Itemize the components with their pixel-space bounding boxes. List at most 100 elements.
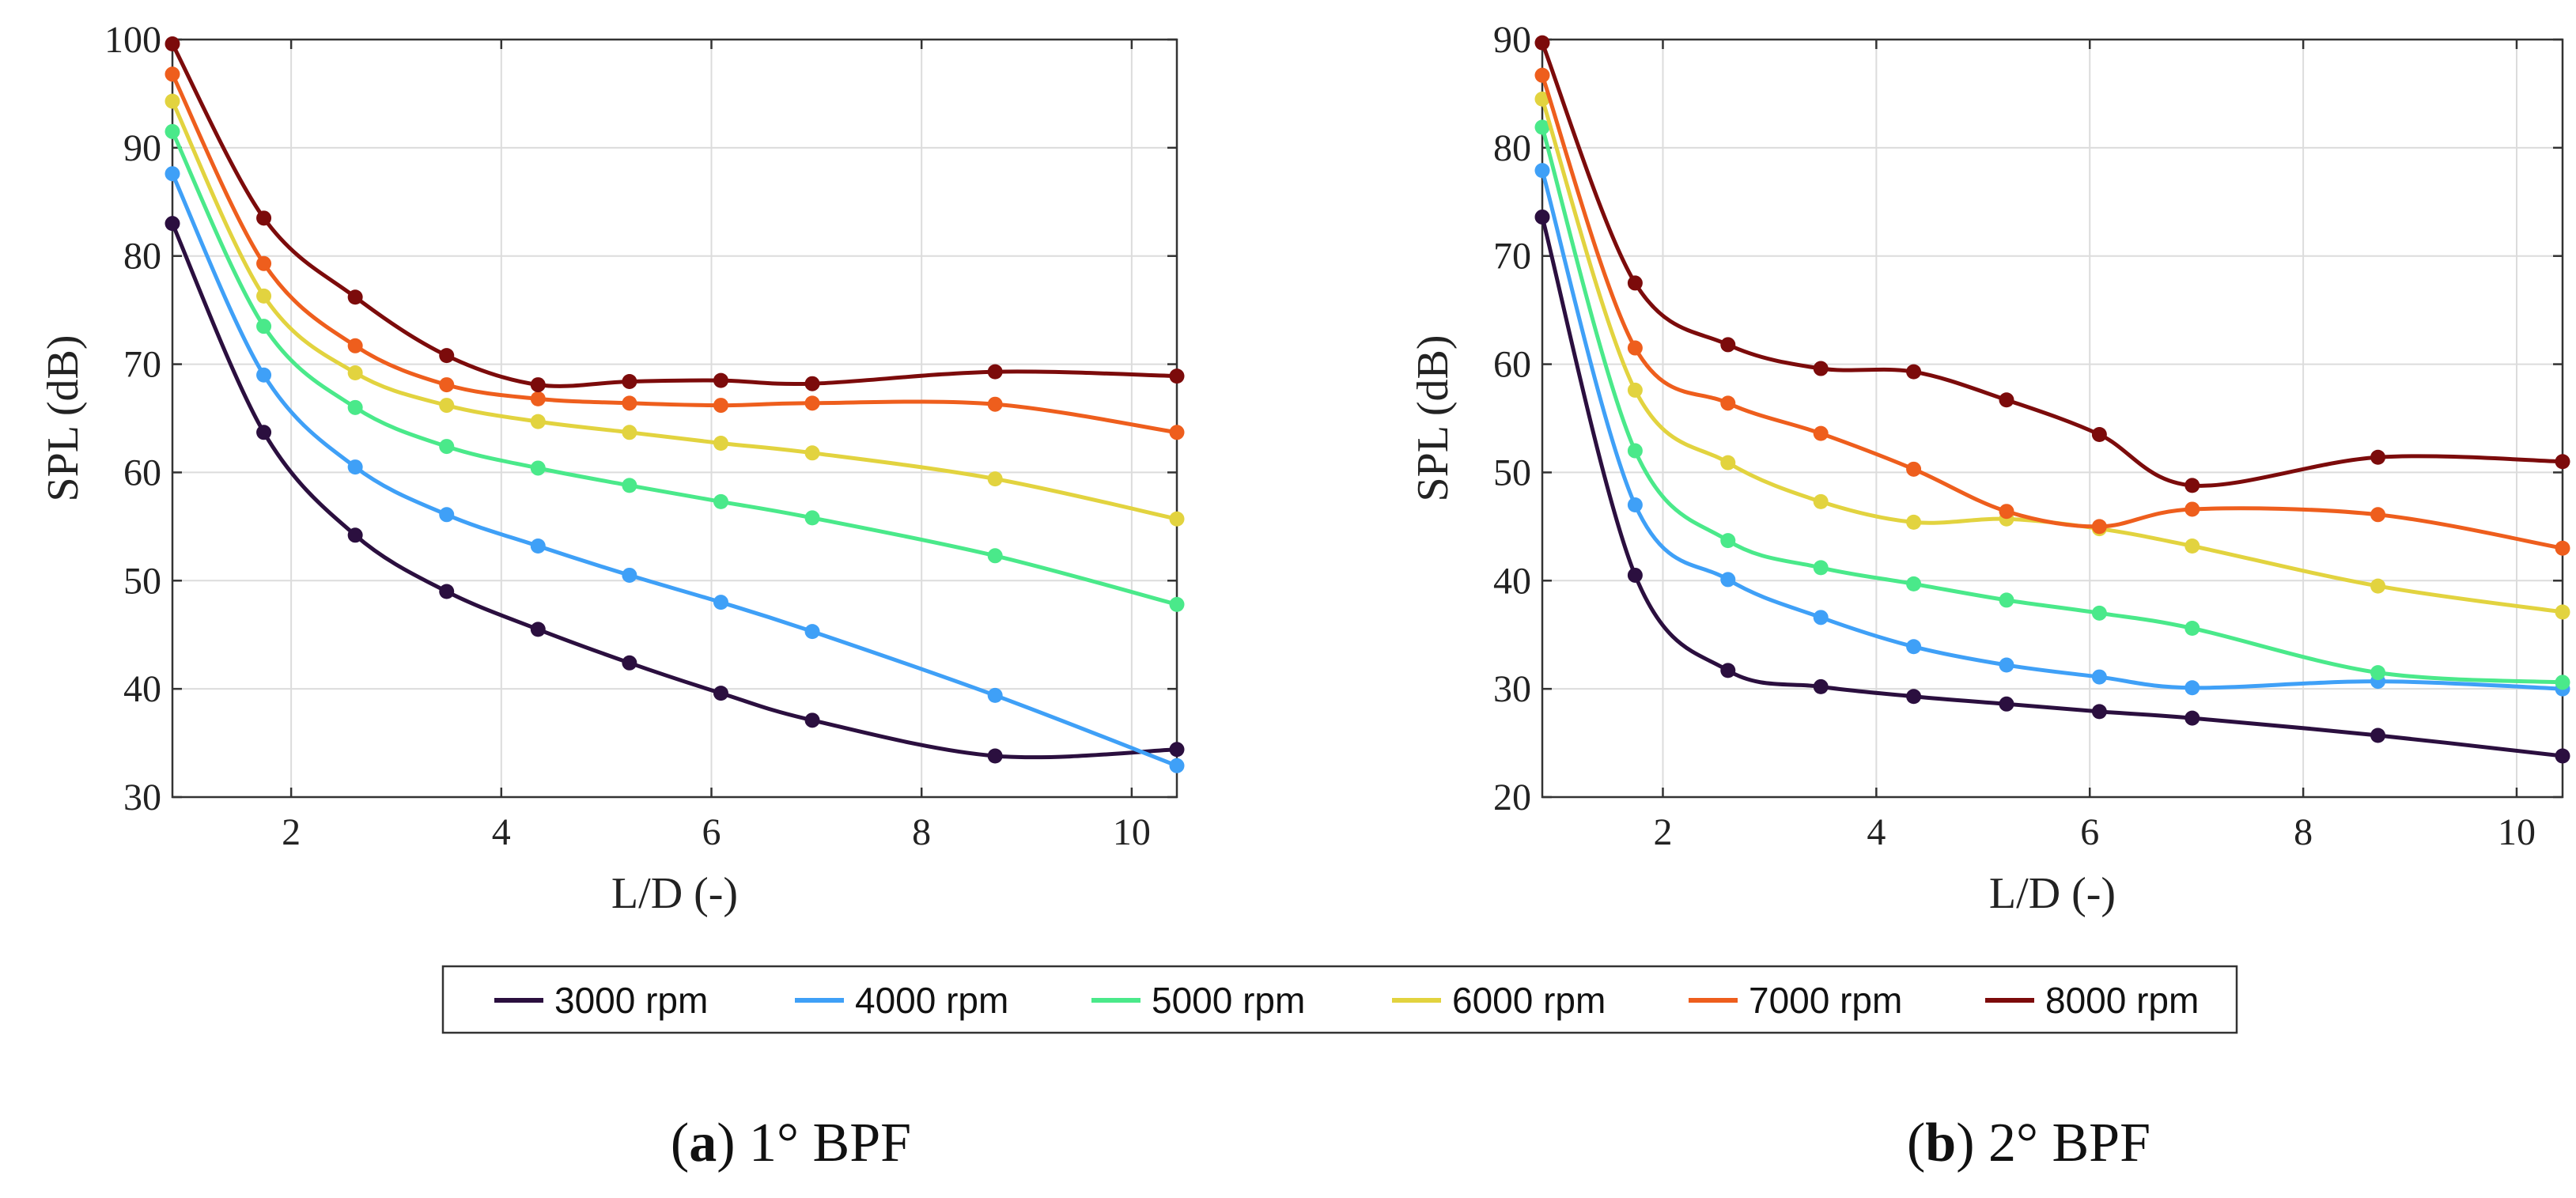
legend-entry: 5000 rpm (1091, 980, 1305, 1021)
data-point (165, 66, 180, 82)
legend-entry: 7000 rpm (1689, 980, 1902, 1021)
data-point (2370, 449, 2386, 465)
y-tick-label: 50 (1493, 452, 1531, 493)
data-point (2184, 710, 2200, 726)
data-point (1534, 163, 1550, 179)
data-point (2370, 665, 2386, 681)
data-point (2370, 578, 2386, 594)
series-6000-rpm (165, 93, 1185, 527)
data-point (256, 210, 272, 226)
data-point (2184, 680, 2200, 696)
data-point (2091, 704, 2107, 720)
data-point (1169, 742, 1185, 758)
y-tick-label: 40 (123, 668, 161, 710)
data-point (622, 425, 637, 440)
series-4000-rpm (1534, 163, 2570, 697)
data-point (347, 459, 363, 475)
data-point (622, 478, 637, 493)
series-7000-rpm (1534, 67, 2570, 556)
data-point (804, 376, 820, 391)
data-point (165, 93, 180, 109)
y-tick-label: 60 (123, 452, 161, 493)
x-tick-label: 8 (2294, 811, 2313, 853)
data-point (713, 372, 728, 388)
series-line (172, 222, 1177, 760)
data-point (713, 398, 728, 414)
data-point (1813, 610, 1829, 625)
data-point (987, 687, 1003, 703)
data-point (439, 439, 455, 455)
data-point (1720, 337, 1736, 353)
data-point (1906, 514, 1922, 530)
data-point (1720, 395, 1736, 411)
legend-entry: 8000 rpm (1985, 980, 2199, 1021)
plot-frame (1541, 38, 2564, 799)
data-point (1627, 497, 1643, 512)
x-tick-label: 8 (912, 811, 931, 853)
data-point (256, 425, 272, 440)
data-point (2370, 507, 2386, 523)
data-point (1999, 657, 2014, 673)
data-point (804, 510, 820, 526)
legend-label: 6000 rpm (1452, 980, 1606, 1021)
series-line (172, 130, 1177, 607)
x-tick-label: 4 (492, 811, 511, 853)
y-tick-label: 30 (123, 777, 161, 818)
data-point (1169, 511, 1185, 527)
data-point (2555, 604, 2570, 620)
data-point (1720, 572, 1736, 588)
data-point (1999, 592, 2014, 608)
series-line (1542, 42, 2563, 488)
data-point (165, 36, 180, 51)
x-axis-label: L/D (-) (1989, 869, 2116, 918)
data-point (622, 373, 637, 389)
data-point (2091, 669, 2107, 685)
caption-b: (b) 2° BPF (1907, 1113, 2150, 1173)
data-point (1813, 493, 1829, 509)
series-3000-rpm (165, 216, 1185, 764)
data-point (165, 166, 180, 182)
data-point (2091, 519, 2107, 535)
data-point (987, 471, 1003, 487)
y-tick-label: 80 (1493, 127, 1531, 169)
data-point (1534, 209, 1550, 225)
series-3000-rpm (1534, 209, 2570, 764)
y-axis-label: SPL (dB) (39, 334, 88, 501)
data-point (1627, 275, 1643, 291)
legend-box (441, 965, 2238, 1034)
series-line (172, 100, 1177, 521)
data-point (256, 288, 272, 304)
y-tick-label: 30 (1493, 668, 1531, 710)
x-tick-label: 10 (2498, 811, 2536, 853)
data-point (713, 493, 728, 509)
series-line (172, 73, 1177, 435)
data-point (1720, 455, 1736, 471)
y-tick-label: 80 (123, 236, 161, 278)
x-tick-label: 2 (282, 811, 301, 853)
data-point (439, 507, 455, 523)
data-point (1169, 368, 1185, 384)
data-point (256, 255, 272, 271)
data-point (2184, 621, 2200, 637)
data-point (987, 396, 1003, 412)
data-point (987, 364, 1003, 380)
y-tick-label: 40 (1493, 560, 1531, 602)
data-point (347, 399, 363, 415)
y-tick-label: 90 (123, 127, 161, 169)
series-line (1542, 74, 2563, 550)
data-point (1534, 91, 1550, 107)
y-tick-label: 20 (1493, 777, 1531, 818)
y-axis-label: SPL (dB) (1409, 334, 1458, 501)
y-tick-label: 70 (123, 344, 161, 386)
series-5000-rpm (1534, 119, 2570, 690)
x-axis-label: L/D (-) (611, 869, 738, 918)
data-point (439, 398, 455, 414)
data-point (804, 624, 820, 640)
data-point (1999, 696, 2014, 712)
legend-entry: 3000 rpm (494, 980, 708, 1021)
data-point (1906, 461, 1922, 477)
x-tick-label: 10 (1113, 811, 1151, 853)
data-point (2555, 675, 2570, 690)
data-point (256, 367, 272, 383)
data-point (530, 377, 546, 393)
